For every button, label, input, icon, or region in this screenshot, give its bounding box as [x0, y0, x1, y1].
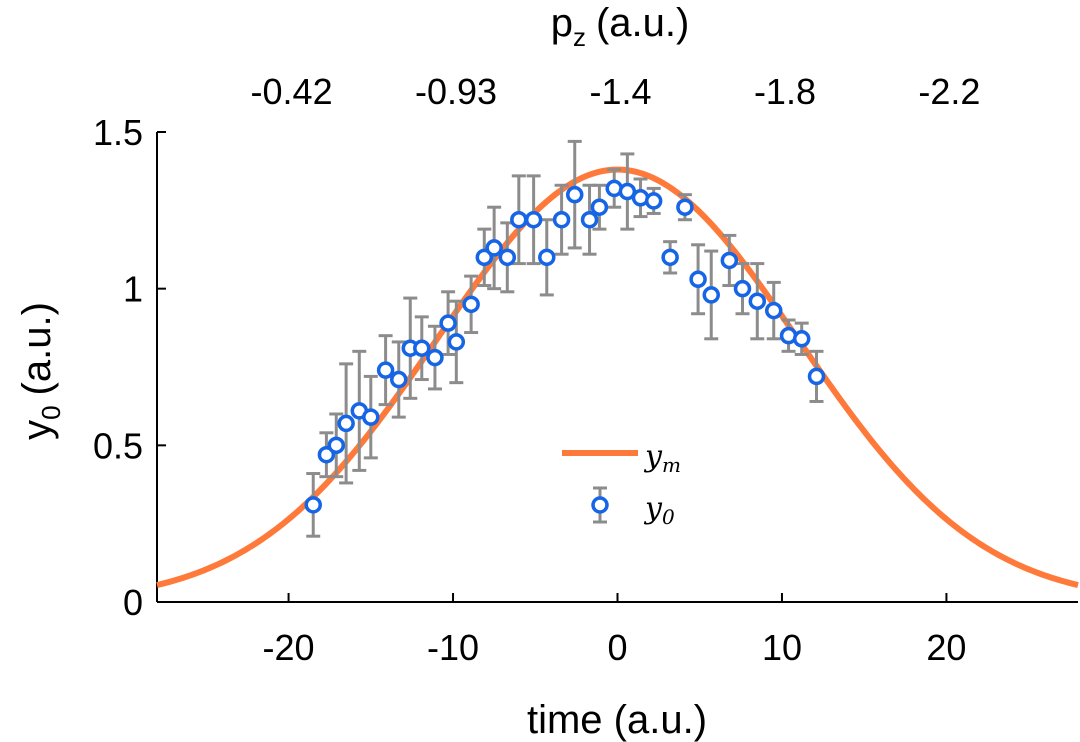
top-axis-title: pz (a.u.): [551, 1, 690, 52]
top-tick-label: -1.4: [589, 71, 651, 112]
data-point: [538, 248, 556, 267]
data-point: [413, 339, 431, 357]
y-tick-label: 0.5: [93, 425, 143, 466]
data-point: [498, 248, 517, 267]
top-tick-label: -0.93: [415, 71, 497, 112]
data-point: [462, 295, 480, 314]
data-point: [689, 270, 707, 289]
y-axis-title: y0(a.u.): [15, 302, 66, 440]
data-point: [661, 248, 679, 267]
data-point: [327, 436, 346, 455]
legend-label-ym: ym: [643, 439, 681, 477]
data-point-layer: [304, 179, 826, 514]
data-point: [748, 292, 767, 310]
top-tick-label: -0.42: [251, 71, 333, 112]
x-tick-label: 0: [607, 627, 627, 668]
data-point: [510, 210, 528, 229]
data-point: [439, 314, 457, 332]
y-tick-label: 0: [123, 582, 143, 623]
data-point: [362, 408, 380, 426]
data-point: [733, 279, 752, 298]
y-tick-label: 1.5: [93, 112, 143, 153]
y-tick-label: 1: [123, 269, 143, 310]
data-point: [376, 361, 395, 379]
data-point: [792, 330, 811, 348]
top-tick-label: -1.8: [754, 71, 816, 112]
legend-label-y0: y0: [643, 491, 675, 529]
data-point: [485, 239, 503, 257]
data-point: [426, 348, 444, 367]
x-tick-label: -10: [427, 627, 479, 668]
x-tick-label: -20: [263, 627, 315, 668]
x-tick-label: 20: [926, 627, 966, 668]
data-point: [390, 370, 408, 389]
data-point: [447, 333, 466, 351]
x-axis-title: time (a.u.): [527, 698, 707, 742]
x-tick-label: 10: [762, 627, 802, 668]
data-point: [304, 496, 322, 514]
top-tick-label: -2.2: [918, 71, 980, 112]
legend-marker-swatch: [591, 486, 609, 524]
data-point: [676, 198, 694, 216]
data-point: [644, 192, 663, 210]
data-point: [337, 414, 355, 433]
legend: ym y0: [562, 439, 681, 529]
data-point: [764, 301, 783, 320]
data-point: [807, 367, 826, 386]
data-point: [565, 185, 584, 204]
data-point: [618, 182, 637, 201]
tick-labels: -20 -10 0 10 20 -0.42 -0.93 -1.4 -1.8 -2.2 0 0.5 1 1.…: [93, 71, 980, 668]
data-point: [590, 198, 609, 216]
data-point: [580, 210, 599, 229]
data-point: [524, 210, 543, 229]
data-point: [702, 286, 720, 304]
data-point: [552, 210, 571, 229]
data-point: [720, 251, 739, 270]
ticks: [157, 131, 948, 603]
